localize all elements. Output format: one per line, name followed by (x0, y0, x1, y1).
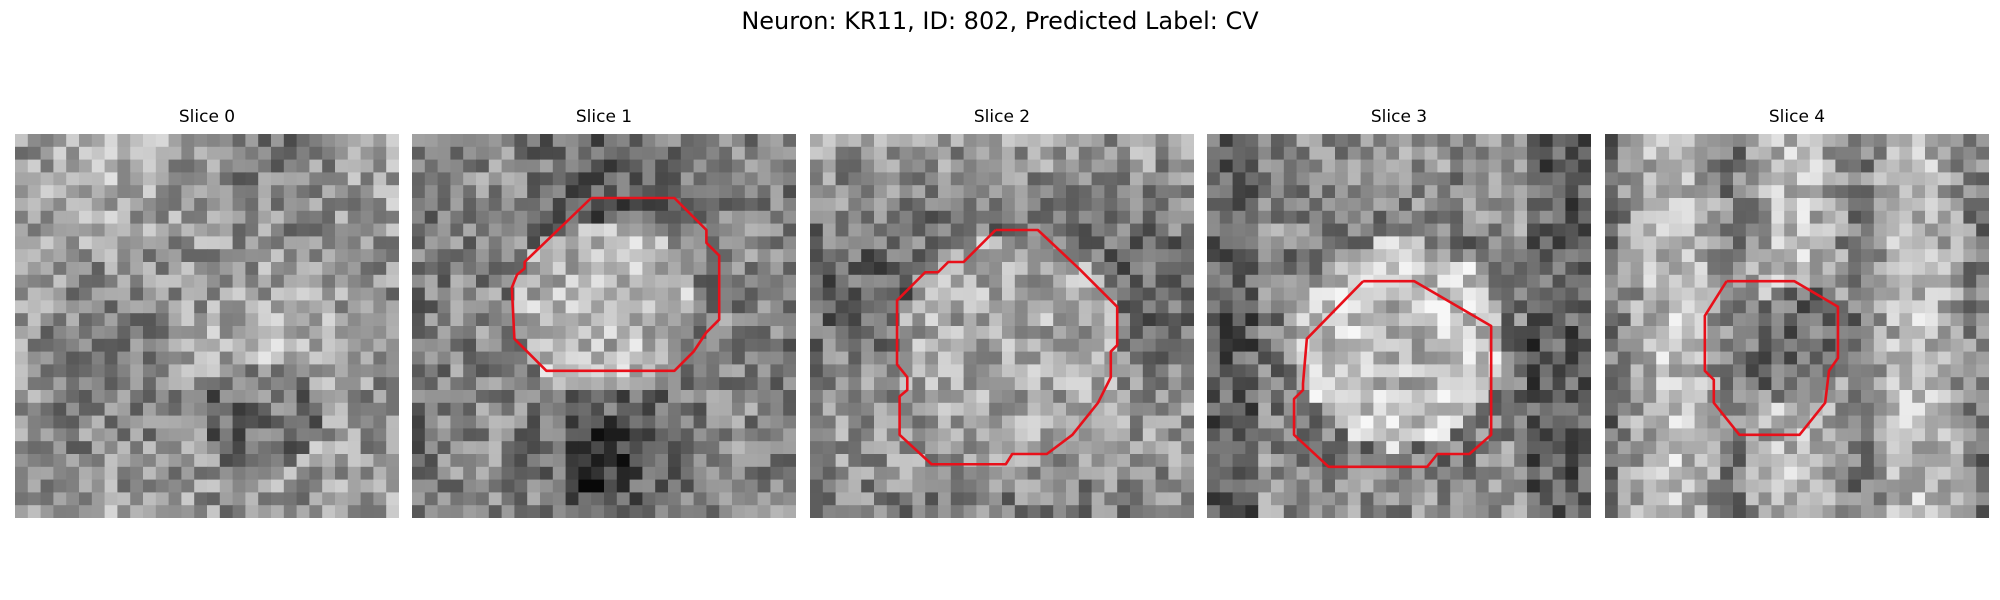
slice-panel-0: Slice 0 (15, 100, 399, 518)
figure-title: Neuron: KR11, ID: 802, Predicted Label: … (741, 7, 1259, 35)
slice-image (15, 134, 399, 518)
slice-image (810, 134, 1194, 518)
roi-outline (1703, 279, 1840, 437)
slice-title: Slice 1 (575, 107, 633, 127)
slice-panel-2: Slice 2 (810, 100, 1194, 518)
slice-panel-4: Slice 4 (1605, 100, 1989, 518)
slice-panel-1: Slice 1 (412, 100, 796, 518)
slice-image (1207, 134, 1591, 518)
roi-outline (1292, 279, 1493, 469)
roi-outline (510, 196, 721, 373)
slice-panel-3: Slice 3 (1207, 100, 1591, 518)
slice-title: Slice 0 (178, 107, 236, 127)
slice-image (1605, 134, 1989, 518)
slice-title: Slice 2 (973, 107, 1031, 127)
slice-title: Slice 3 (1370, 107, 1428, 127)
roi-outline (895, 228, 1119, 466)
slice-image (412, 134, 796, 518)
slice-title: Slice 4 (1768, 107, 1826, 127)
